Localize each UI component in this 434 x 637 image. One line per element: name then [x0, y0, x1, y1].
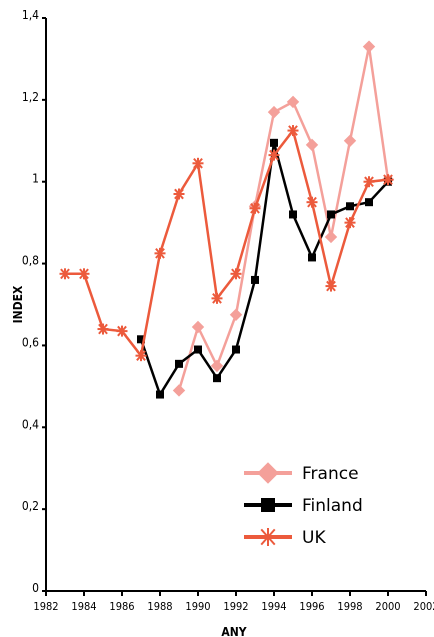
- data-point-france: [324, 230, 338, 244]
- x-tick-label: 1992: [223, 600, 248, 613]
- x-tick-label: 1986: [109, 600, 134, 613]
- data-point-finland: [194, 345, 202, 354]
- y-tick-label: 0: [32, 581, 39, 595]
- legend-marker: [259, 528, 277, 546]
- chart-legend: France Finland UK: [244, 462, 363, 548]
- chart-axes: 0 0,2 0,4 0,6 0,8 1 1,2 1,4 1982 1984 1986 1988 1990…: [22, 8, 434, 613]
- legend-marker: [261, 498, 275, 512]
- legend-item-france: France: [244, 462, 359, 484]
- data-point-uk: [135, 350, 147, 362]
- data-point-uk: [344, 217, 356, 229]
- x-tick-label: 1994: [261, 600, 286, 613]
- x-axis-title: ANY: [221, 625, 246, 637]
- data-point-uk: [325, 280, 337, 292]
- y-tick-label: 1: [32, 172, 39, 186]
- series-france: [172, 40, 395, 397]
- data-point-france: [191, 320, 205, 334]
- data-point-uk: [287, 125, 299, 137]
- data-point-uk: [230, 268, 242, 280]
- legend-label: UK: [302, 528, 326, 548]
- data-point-uk: [249, 202, 261, 214]
- legend-label: France: [302, 464, 359, 484]
- data-point-france: [172, 384, 186, 397]
- legend-label: Finland: [302, 496, 363, 516]
- data-point-uk: [363, 176, 375, 188]
- data-point-france: [210, 359, 224, 373]
- y-tick-label: 1,2: [22, 90, 39, 104]
- x-tick-label: 1998: [337, 600, 362, 613]
- data-point-france: [229, 308, 243, 321]
- legend-item-finland: Finland: [244, 496, 363, 516]
- series-layer: [59, 40, 395, 399]
- series-line-uk: [65, 129, 389, 357]
- data-point-uk: [382, 174, 394, 186]
- data-point-uk: [173, 188, 185, 200]
- y-tick-label: 0,8: [22, 254, 39, 268]
- data-point-finland: [232, 345, 240, 354]
- data-point-uk: [78, 268, 90, 280]
- x-tick-label: 1982: [33, 600, 58, 613]
- data-point-uk: [116, 325, 128, 337]
- series-uk: [59, 125, 394, 362]
- x-tick-label: 1996: [299, 600, 324, 613]
- data-point-finland: [175, 359, 183, 368]
- y-axis-title: INDEX: [11, 285, 25, 323]
- legend-item-uk: UK: [244, 528, 326, 548]
- data-point-france: [305, 138, 319, 152]
- data-point-finland: [213, 374, 221, 383]
- data-point-uk: [306, 196, 318, 208]
- data-point-uk: [211, 292, 223, 304]
- data-point-finland: [365, 198, 373, 207]
- data-point-finland: [251, 275, 259, 284]
- data-point-uk: [97, 323, 109, 335]
- data-point-finland: [270, 138, 278, 147]
- data-point-france: [343, 134, 357, 147]
- data-point-finland: [137, 335, 145, 344]
- data-point-uk: [154, 247, 166, 259]
- data-point-finland: [308, 253, 316, 262]
- data-point-finland: [289, 210, 297, 219]
- data-point-france: [286, 95, 300, 109]
- x-tick-label: 2002: [413, 600, 434, 613]
- data-point-finland: [156, 390, 164, 399]
- data-point-uk: [192, 157, 204, 169]
- data-point-uk: [59, 268, 71, 280]
- x-tick-label: 2000: [375, 600, 400, 613]
- x-tick-label: 1988: [147, 600, 172, 613]
- y-tick-label: 0,6: [22, 335, 39, 349]
- y-tick-label: 0,4: [22, 417, 39, 431]
- legend-marker: [257, 462, 279, 484]
- data-point-uk: [268, 149, 280, 161]
- data-point-finland: [327, 210, 335, 219]
- x-tick-label: 1984: [71, 600, 96, 613]
- series-line-france: [177, 45, 390, 391]
- y-tick-label: 1,4: [22, 8, 39, 22]
- data-point-finland: [346, 202, 354, 211]
- data-point-france: [362, 40, 376, 53]
- data-point-france: [267, 105, 281, 119]
- x-tick-label: 1990: [185, 600, 210, 613]
- series-finland: [137, 138, 392, 399]
- y-tick-label: 0,2: [22, 499, 39, 513]
